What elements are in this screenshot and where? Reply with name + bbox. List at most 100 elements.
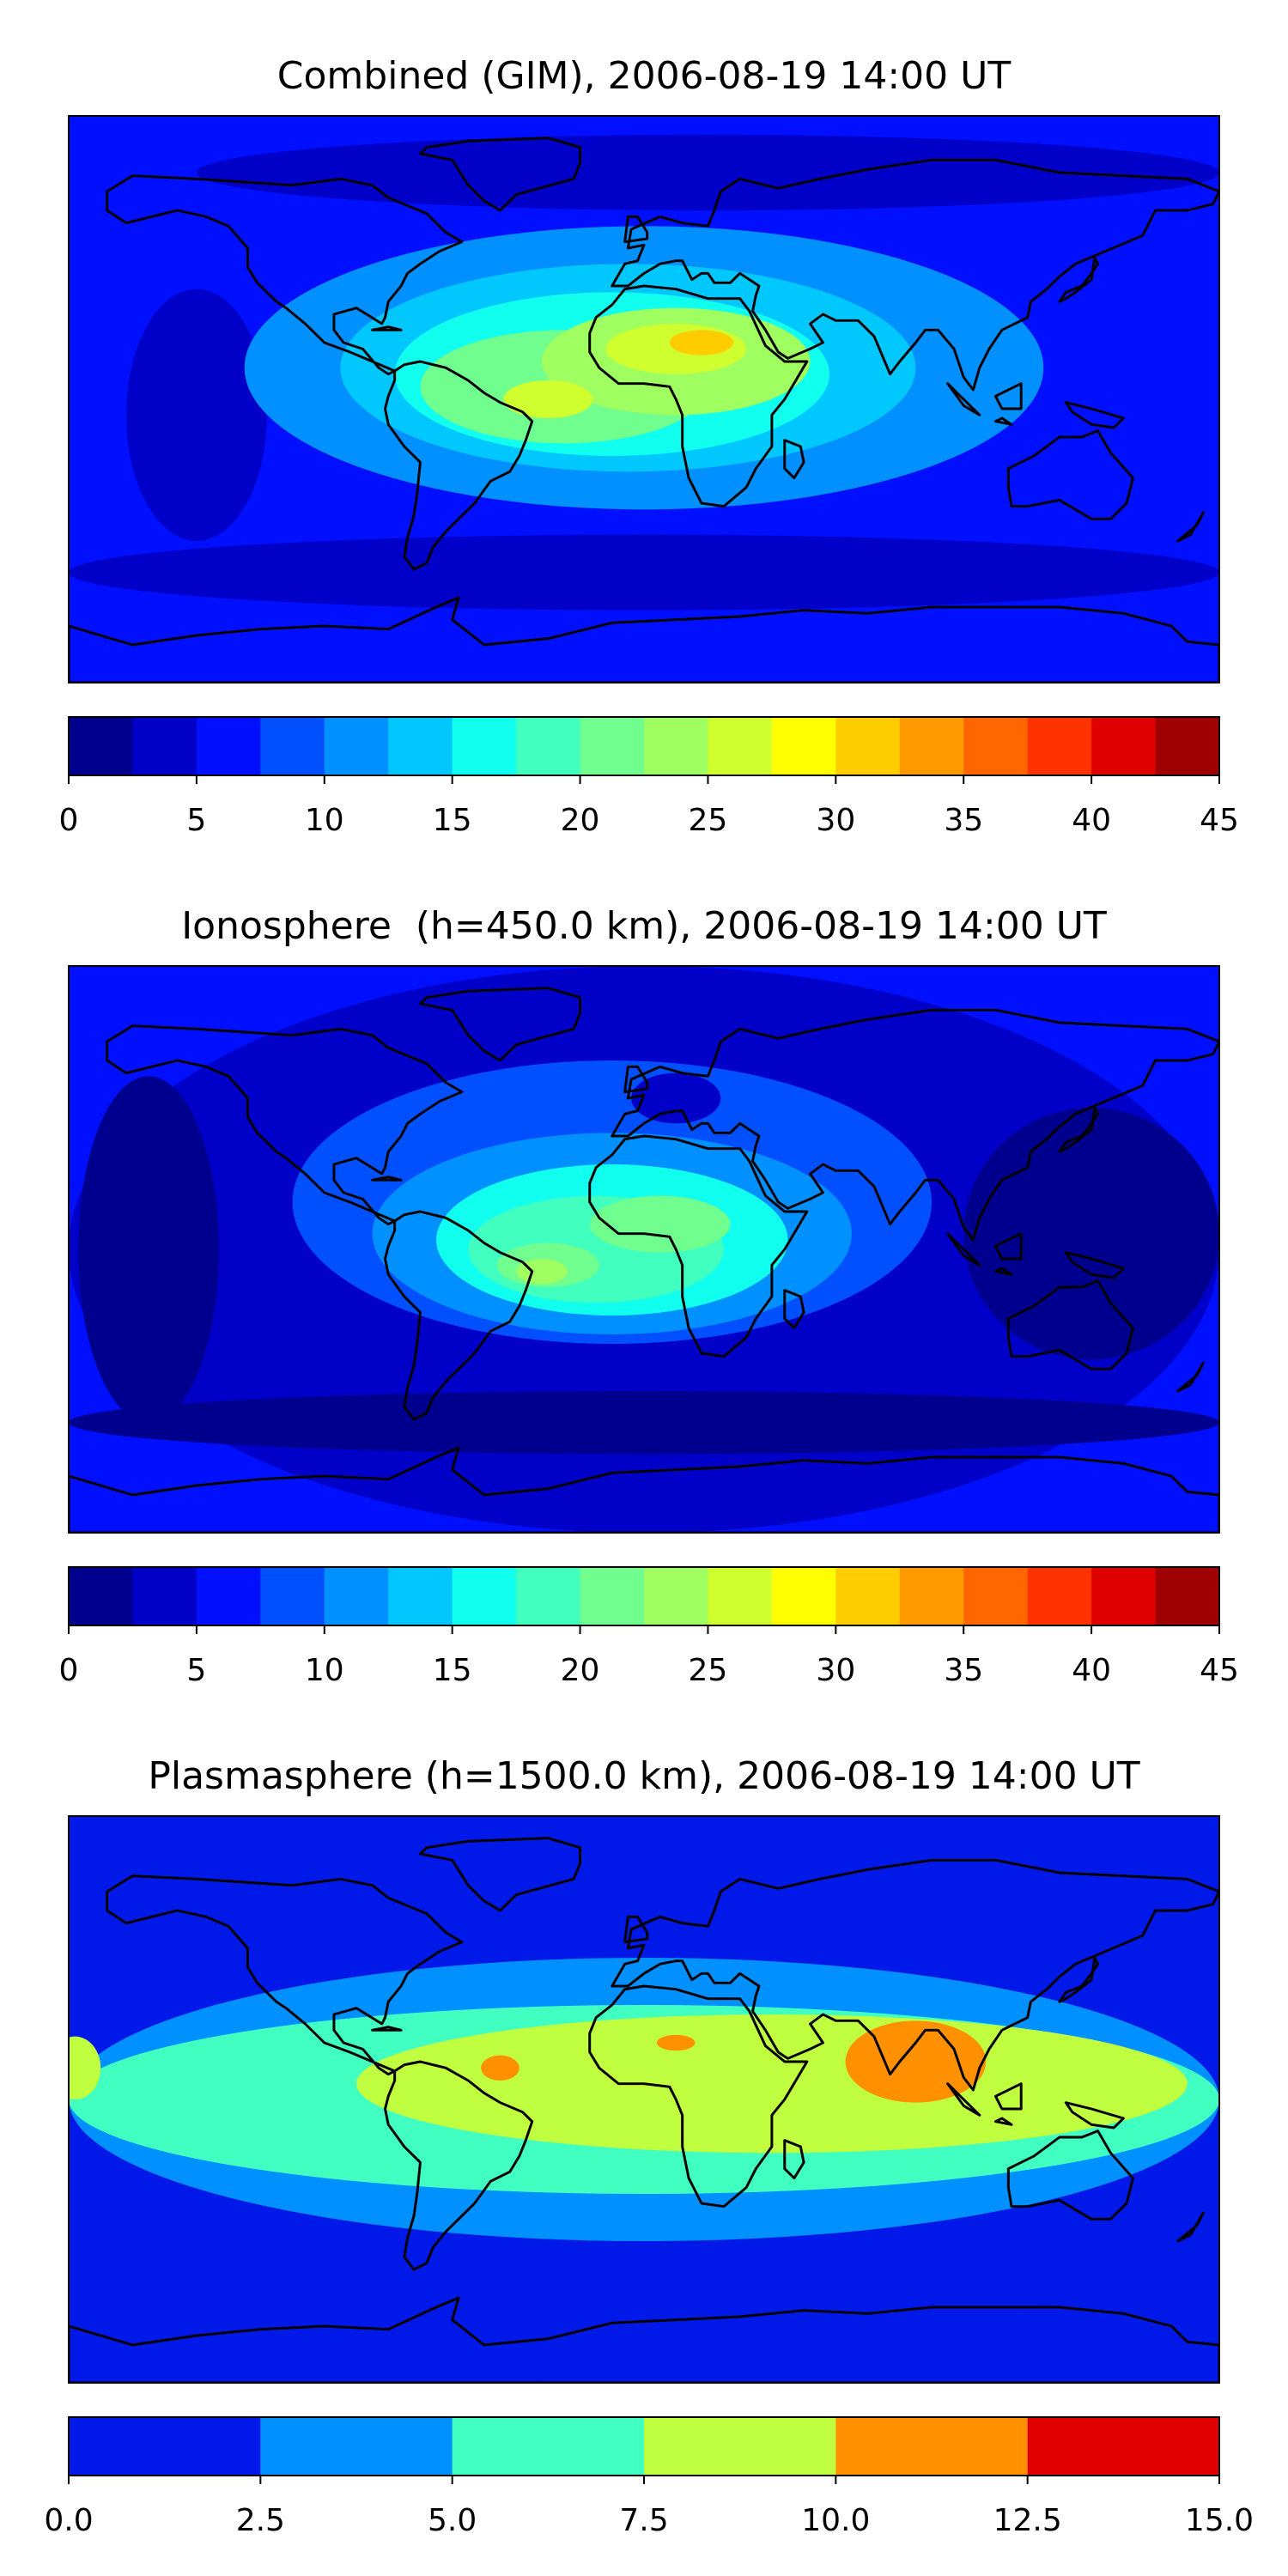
plasmasphere-colorbar-tick-label: 10.0 xyxy=(801,2503,870,2538)
combined-gim-contour-pacific-east-low xyxy=(126,289,267,541)
plasmasphere-colorbar-tick-label: 0.0 xyxy=(44,2503,93,2538)
combined-gim-colorbar-tick-label: 15 xyxy=(433,803,472,838)
plasmasphere-colorbar: 0.0 2.5 5.0 7.5 10.0 12.5 15.0 xyxy=(44,2416,1254,2538)
combined-gim-colorbar-swatch xyxy=(835,717,901,775)
ionosphere-colorbar-swatch xyxy=(132,1567,197,1625)
ionosphere-contour-europe-dip xyxy=(631,1072,721,1124)
combined-gim-colorbar-swatch xyxy=(580,717,645,775)
ionosphere-colorbar-swatch xyxy=(580,1567,645,1625)
ionosphere-colorbar-tick-label: 45 xyxy=(1200,1653,1239,1688)
ionosphere-colorbar-tick-label: 30 xyxy=(816,1653,855,1688)
combined-gim-colorbar-tick-label: 30 xyxy=(816,803,855,838)
ionosphere-panel: Ionosphere (h=450.0 km), 2006-08-19 14:0… xyxy=(59,904,1239,1688)
plasmasphere-colorbar-swatch xyxy=(260,2417,453,2476)
combined-gim-contour-south-belt xyxy=(69,534,1219,611)
ionosphere-colorbar-swatch xyxy=(708,1567,773,1625)
ionosphere-colorbar-tick-label: 5 xyxy=(186,1653,206,1688)
ionosphere-map-frame xyxy=(68,965,1220,1534)
ionosphere-colorbar-swatch xyxy=(196,1567,261,1625)
ionosphere-colorbar-swatch xyxy=(260,1567,325,1625)
ionosphere-colorbar-tick-label: 35 xyxy=(944,1653,983,1688)
plasmasphere-contour-orange-atlantic xyxy=(481,2055,519,2081)
ionosphere-colorbar-swatch xyxy=(452,1567,517,1625)
ionosphere-colorbar-swatch xyxy=(388,1567,453,1625)
combined-gim-contour-hot-west xyxy=(503,380,593,418)
ionosphere-colorbar-swatch xyxy=(324,1567,389,1625)
combined-gim-colorbar-swatch xyxy=(388,717,453,775)
ionosphere-colorbar-tick-label: 25 xyxy=(689,1653,728,1688)
combined-gim-colorbar-tick-label: 5 xyxy=(186,803,206,838)
combined-gim-colorbar-swatch xyxy=(1155,717,1220,775)
combined-gim-colorbar-swatch xyxy=(324,717,389,775)
combined-gim-colorbar-swatch xyxy=(771,717,836,775)
ionosphere-colorbar-tick-label: 0 xyxy=(59,1653,79,1688)
combined-gim-colorbar-swatch xyxy=(1027,717,1092,775)
combined-gim-colorbar-swatch xyxy=(132,717,197,775)
combined-gim-colorbar-tick-label: 45 xyxy=(1200,803,1239,838)
ionosphere-colorbar-swatch xyxy=(771,1567,836,1625)
ionosphere-colorbar: 0 5 10 15 20 25 30 35 40 45 xyxy=(59,1566,1239,1688)
ionosphere-contour-south-belt xyxy=(69,1391,1219,1455)
plasmasphere-colorbar-swatch xyxy=(452,2417,645,2476)
plasmasphere-panel: Plasmasphere (h=1500.0 km), 2006-08-19 1… xyxy=(44,1754,1254,2538)
plasmasphere-map-frame xyxy=(68,1815,1220,2384)
ionosphere-contour-pacific-low xyxy=(78,1076,219,1423)
combined-gim-map xyxy=(69,116,1219,683)
plasmasphere-map xyxy=(69,1816,1219,2383)
plasmasphere-colorbar-tick-label: 15.0 xyxy=(1185,2503,1254,2538)
combined-gim-colorbar-swatch xyxy=(196,717,261,775)
ionosphere-colorbar-swatch xyxy=(516,1567,581,1625)
plasmasphere-colorbar-tick-label: 7.5 xyxy=(619,2503,668,2538)
plasmasphere-colorbar-tick-label: 2.5 xyxy=(236,2503,285,2538)
plasmasphere-colorbar-swatch xyxy=(835,2417,1029,2476)
combined-gim-colorbar-tick-label: 40 xyxy=(1072,803,1111,838)
combined-gim-colorbar-tick-label: 35 xyxy=(944,803,983,838)
combined-gim-colorbar-swatch xyxy=(644,717,709,775)
ionosphere-contour-warm-africa xyxy=(589,1195,731,1253)
plasmasphere-colorbar-swatch xyxy=(69,2417,261,2476)
ionosphere-colorbar-swatch xyxy=(835,1567,901,1625)
combined-gim-title: Combined (GIM), 2006-08-19 14:00 UT xyxy=(277,54,1012,98)
ionosphere-colorbar-tick-label: 15 xyxy=(433,1653,472,1688)
combined-gim-colorbar-swatch xyxy=(899,717,964,775)
plasmasphere-title: Plasmasphere (h=1500.0 km), 2006-08-19 1… xyxy=(148,1754,1139,1798)
ionosphere-colorbar-swatch xyxy=(1155,1567,1220,1625)
ionosphere-colorbar-tick-label: 10 xyxy=(305,1653,344,1688)
plasmasphere-contour-orange-india xyxy=(845,2020,987,2103)
plasmasphere-colorbar-tick-label: 5.0 xyxy=(428,2503,477,2538)
ionosphere-contour-asia-low xyxy=(963,1108,1219,1360)
combined-gim-colorbar-swatch xyxy=(963,717,1029,775)
ionosphere-title: Ionosphere (h=450.0 km), 2006-08-19 14:0… xyxy=(181,904,1107,948)
combined-gim-contour-peak-north-africa xyxy=(669,330,734,355)
ionosphere-colorbar-swatch xyxy=(1027,1567,1092,1625)
combined-gim-map-frame xyxy=(68,115,1220,683)
ionosphere-colorbar-tick-label: 40 xyxy=(1072,1653,1111,1688)
ionosphere-map xyxy=(69,966,1219,1533)
plasmasphere-colorbar-swatch xyxy=(1027,2417,1220,2476)
ionosphere-colorbar-swatch xyxy=(69,1567,134,1625)
combined-gim-colorbar: 0 5 10 15 20 25 30 35 40 45 xyxy=(59,716,1239,838)
combined-gim-colorbar-swatch xyxy=(452,717,517,775)
combined-gim-panel: Combined (GIM), 2006-08-19 14:00 UT 0 5 10… xyxy=(59,54,1239,838)
combined-gim-colorbar-swatch xyxy=(1091,717,1157,775)
ionosphere-colorbar-swatch xyxy=(1091,1567,1157,1625)
combined-gim-colorbar-tick-label: 25 xyxy=(689,803,728,838)
combined-gim-colorbar-tick-label: 0 xyxy=(59,803,79,838)
combined-gim-colorbar-tick-label: 20 xyxy=(561,803,600,838)
plasmasphere-contour-orange-sahara xyxy=(656,2034,696,2051)
ionosphere-colorbar-swatch xyxy=(963,1567,1029,1625)
combined-gim-colorbar-swatch xyxy=(69,717,134,775)
combined-gim-colorbar-frame xyxy=(68,716,1220,776)
ionosphere-colorbar-frame xyxy=(68,1566,1220,1626)
combined-gim-colorbar-swatch xyxy=(516,717,581,775)
ionosphere-colorbar-tick-label: 20 xyxy=(561,1653,600,1688)
plasmasphere-colorbar-swatch xyxy=(644,2417,836,2476)
combined-gim-colorbar-swatch xyxy=(260,717,325,775)
plasmasphere-contour-west-pacific-yellow xyxy=(69,2036,101,2099)
combined-gim-colorbar-tick-label: 10 xyxy=(305,803,344,838)
combined-gim-contour-north-high xyxy=(196,135,1219,210)
combined-gim-colorbar-swatch xyxy=(708,717,773,775)
ionosphere-colorbar-swatch xyxy=(899,1567,964,1625)
plasmasphere-colorbar-tick-label: 12.5 xyxy=(993,2503,1062,2538)
